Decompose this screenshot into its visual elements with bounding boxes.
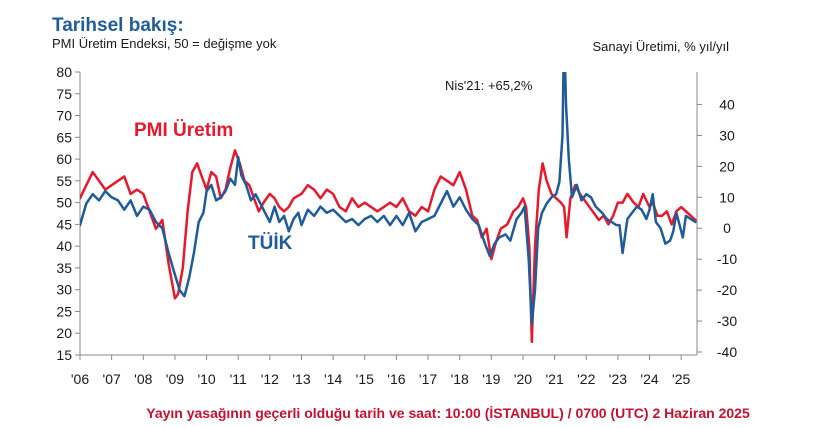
left-tick-label: 40: [56, 238, 72, 254]
x-tick-label: '25: [672, 371, 690, 387]
chart-subtitle: PMI Üretim Endeksi, 50 = değişme yok: [52, 36, 277, 51]
x-tick-label: '22: [577, 371, 595, 387]
left-tick-label: 30: [56, 282, 72, 298]
x-tick-label: '12: [261, 371, 279, 387]
right-axis-title: Sanayi Üretimi, % yıl/yıl: [592, 39, 729, 54]
right-tick-label: 30: [719, 127, 735, 143]
left-tick-label: 55: [56, 173, 72, 189]
chart-title: Tarihsel bakış:: [52, 15, 184, 36]
x-tick-label: '15: [356, 371, 374, 387]
left-tick-label: 35: [56, 260, 72, 276]
left-tick-label: 80: [56, 64, 72, 80]
right-tick-label: -30: [717, 313, 737, 329]
embargo-footer: Yayın yasağının geçerli olduğu tarih ve …: [146, 405, 750, 421]
x-tick-label: '09: [166, 371, 184, 387]
x-tick-label: '10: [197, 371, 215, 387]
series-group: [80, 72, 697, 344]
right-tick-label: 40: [719, 96, 735, 112]
left-tick-label: 75: [56, 86, 72, 102]
left-tick-label: 25: [56, 303, 72, 319]
x-tick-label: '17: [419, 371, 437, 387]
peak-annotation: Nis'21: +65,2%: [445, 78, 533, 93]
right-tick-label: 0: [723, 220, 731, 236]
x-tick-label: '16: [387, 371, 405, 387]
x-tick-label: '08: [134, 371, 152, 387]
x-tick-label: '24: [640, 371, 658, 387]
series-line-tuik: [80, 72, 697, 326]
x-tick-label: '06: [71, 371, 89, 387]
x-tick-label: '20: [514, 371, 532, 387]
left-tick-label: 50: [56, 195, 72, 211]
x-tick-label: '11: [230, 371, 247, 387]
right-tick-label: 10: [719, 189, 735, 205]
series-label-tuik: TÜİK: [248, 233, 293, 254]
x-tick-label: '13: [292, 371, 310, 387]
right-tick-label: -20: [717, 282, 737, 298]
x-tick-label: '21: [545, 371, 563, 387]
left-tick-label: 15: [56, 347, 72, 363]
x-tick-label: '23: [609, 371, 627, 387]
left-tick-label: 45: [56, 216, 72, 232]
x-tick-label: '07: [103, 371, 121, 387]
series-line-pmi: [80, 149, 697, 344]
left-tick-label: 70: [56, 108, 72, 124]
right-tick-label: 20: [719, 158, 735, 174]
left-tick-label: 20: [56, 325, 72, 341]
x-tick-label: '14: [324, 371, 342, 387]
series-label-pmi: PMI Üretim: [134, 120, 233, 141]
right-tick-label: -40: [717, 344, 737, 360]
x-tick-label: '18: [451, 371, 469, 387]
x-tick-label: '19: [482, 371, 500, 387]
left-tick-label: 65: [56, 129, 72, 145]
axes: 15 20 25 30 35 40 45 50 55 60 65 70 75 80 40 30 20 10 0 -10…: [56, 64, 737, 387]
right-tick-label: -10: [717, 251, 737, 267]
left-tick-label: 60: [56, 151, 72, 167]
